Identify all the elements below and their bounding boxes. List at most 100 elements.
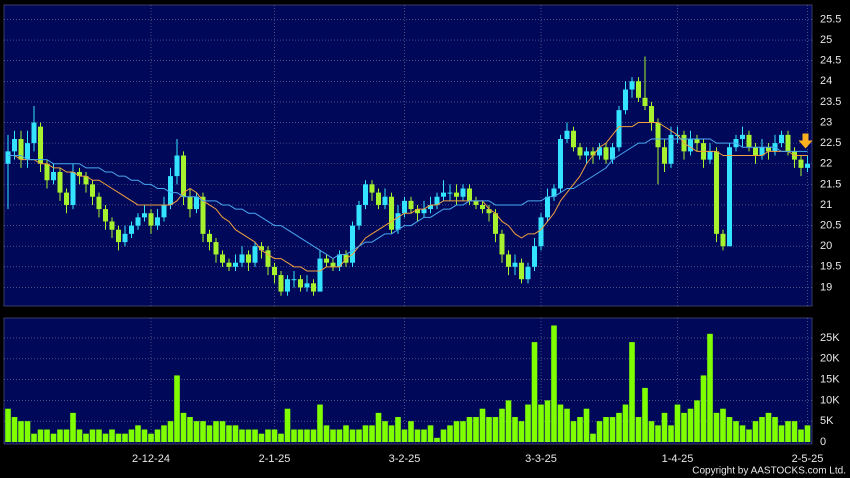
candle-body	[623, 89, 628, 111]
volume-bar	[37, 429, 44, 442]
candle-body	[688, 139, 693, 152]
y-tick-label: 20	[820, 240, 832, 252]
volume-bar	[557, 404, 564, 442]
candle-body	[389, 196, 394, 230]
volume-bar	[323, 425, 330, 442]
candle-body	[363, 184, 368, 205]
volume-bar	[219, 421, 226, 442]
volume-bar	[206, 425, 213, 442]
candle-body	[441, 192, 446, 197]
volume-bar	[473, 417, 479, 442]
volume-bar	[720, 408, 726, 442]
candle-body	[610, 147, 615, 160]
volume-bar	[622, 404, 629, 442]
candle-body	[694, 139, 700, 144]
volume-bar	[291, 429, 297, 442]
volume-bar	[518, 421, 525, 442]
volume-bar	[668, 425, 674, 442]
volume-bar	[304, 429, 310, 442]
candle-body	[285, 279, 290, 292]
candle-body	[350, 225, 355, 263]
candle-body	[798, 159, 804, 168]
candle-body	[18, 139, 24, 160]
volume-bar	[154, 429, 161, 442]
y-tick-label: 24	[820, 75, 832, 87]
volume-bar	[746, 429, 752, 442]
volume-bar	[661, 412, 668, 442]
candle-body	[454, 192, 459, 197]
volume-bar	[187, 417, 193, 442]
candle-body	[356, 204, 362, 226]
candle-body	[44, 163, 50, 181]
volume-bar	[499, 408, 505, 442]
x-tick-label: 2-1-25	[259, 453, 291, 465]
candle-body	[207, 233, 212, 243]
volume-bar	[648, 421, 655, 442]
volume-bar	[31, 433, 37, 442]
volume-bar	[681, 412, 687, 442]
volume-bar	[492, 417, 499, 442]
volume-bar	[434, 437, 440, 442]
volume-layer: 0 5K 10K 15K 20K 25K 2-12-24 2-1-25 3-2-25 3-3-25…	[4, 318, 840, 465]
volume-bar	[752, 421, 759, 442]
volume-bar	[330, 429, 336, 442]
candle-body	[642, 97, 648, 107]
volume-bar	[174, 375, 180, 442]
y-tick-label: 22	[820, 158, 832, 170]
moving-average-line	[8, 138, 808, 260]
candle-body	[83, 176, 89, 185]
volume-bar	[778, 425, 785, 442]
volume-bar	[791, 421, 798, 442]
volume-bar	[239, 429, 245, 442]
volume-bar	[687, 408, 694, 442]
candle-body	[551, 188, 557, 197]
candle-body	[740, 134, 745, 140]
volume-bar	[115, 433, 122, 442]
volume-bar	[128, 429, 135, 442]
volume-bar	[401, 429, 408, 442]
volume-bar	[310, 429, 317, 442]
candle-body	[558, 139, 563, 189]
candle-body	[181, 155, 186, 197]
candle-body	[220, 254, 225, 263]
candle-body	[577, 147, 583, 156]
volume-bar	[96, 429, 102, 442]
volume-bar	[427, 425, 434, 442]
volume-bar	[388, 425, 395, 442]
volume-bar	[141, 429, 148, 442]
volume-bar	[24, 421, 31, 442]
y-tick-label: 25.5	[820, 13, 841, 25]
candle-body	[805, 163, 810, 168]
volume-bar	[674, 404, 681, 442]
volume-bar	[258, 433, 265, 442]
volume-bar	[252, 429, 258, 442]
y-tick-label: 19.5	[820, 261, 841, 273]
volume-bar	[486, 417, 492, 442]
x-tick-label: 2-5-25	[792, 453, 824, 465]
y-tick-label: 23.5	[820, 96, 841, 108]
candle-body	[616, 110, 622, 148]
candle-body	[460, 188, 466, 197]
candle-body	[428, 204, 433, 210]
y-tick-label: 5K	[820, 415, 834, 427]
volume-bar	[629, 342, 635, 442]
volume-bar	[83, 433, 89, 442]
copyright: Copyright by AASTOCKS.com Ltd.	[692, 466, 846, 477]
volume-bar	[213, 421, 219, 442]
volume-bar	[70, 412, 76, 442]
volume-bar	[89, 429, 96, 442]
candle-body	[636, 81, 641, 98]
volume-bar	[479, 408, 486, 442]
candle-body	[161, 204, 167, 218]
volume-bar	[694, 400, 700, 442]
volume-bar	[765, 412, 772, 442]
volume-bar	[395, 417, 401, 442]
candle-body	[727, 147, 732, 247]
candle-body	[655, 122, 661, 148]
volume-bar	[232, 425, 239, 442]
candle-body	[90, 184, 95, 197]
volume-bar	[226, 425, 232, 442]
candle-body	[525, 266, 531, 280]
candle-body	[506, 254, 511, 267]
candle-body	[168, 176, 173, 205]
